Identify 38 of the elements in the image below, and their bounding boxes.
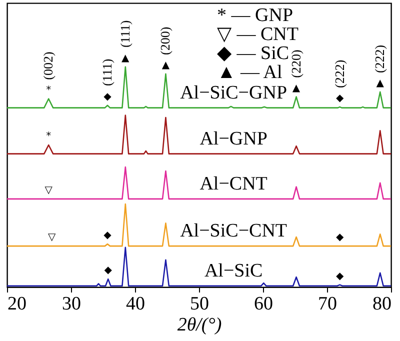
x-tick-label: 30 [62, 294, 81, 314]
series-label: Al−SiC [204, 260, 263, 282]
annotation: * [46, 84, 52, 96]
annotation: ▲ — Al [217, 62, 282, 83]
annotation: ▲ [162, 60, 170, 71]
x-tick-label: 40 [126, 294, 145, 314]
annotation: ▽ [44, 184, 53, 196]
annotation: ▲ [376, 78, 384, 89]
text: * — GNP [217, 5, 294, 26]
x-tick-label: 60 [254, 294, 273, 314]
annotation: ▽ [48, 232, 56, 244]
series-label: Al−SiC−GNP [180, 82, 288, 104]
series-label: Al−SiC−CNT [180, 220, 288, 242]
annotation: (222) [372, 44, 388, 74]
annotation: * [46, 131, 52, 142]
annotation: ◆ [104, 265, 112, 276]
annotation: (222) [332, 60, 347, 88]
series-label: Al−CNT [200, 174, 268, 195]
x-tick-label: 80 [372, 294, 392, 314]
annotation: (002) [40, 52, 56, 80]
annotation: ▲ [292, 82, 300, 94]
annotation: (111) [99, 58, 114, 86]
annotation: ◆ [104, 230, 112, 242]
annotation: ◆ [336, 232, 344, 244]
annotation: (111) [117, 20, 132, 48]
annotation: (200) [158, 26, 173, 55]
series-label: Al−GNP [200, 128, 268, 150]
annotation: ▲ [122, 52, 130, 64]
annotation: (220) [288, 50, 304, 78]
x-axis-title: 2θ/(°) [177, 314, 222, 336]
annotation: ◆ [104, 91, 112, 102]
annotation: ◆ [336, 270, 344, 282]
x-tick-label: 50 [190, 294, 209, 314]
annotation: ◆ [336, 92, 344, 104]
text: ◆ — SiC [217, 43, 290, 64]
x-tick-label: 70 [318, 294, 337, 314]
x-tick-label: 20 [8, 294, 26, 314]
text: ▽ — CNT [217, 24, 299, 45]
